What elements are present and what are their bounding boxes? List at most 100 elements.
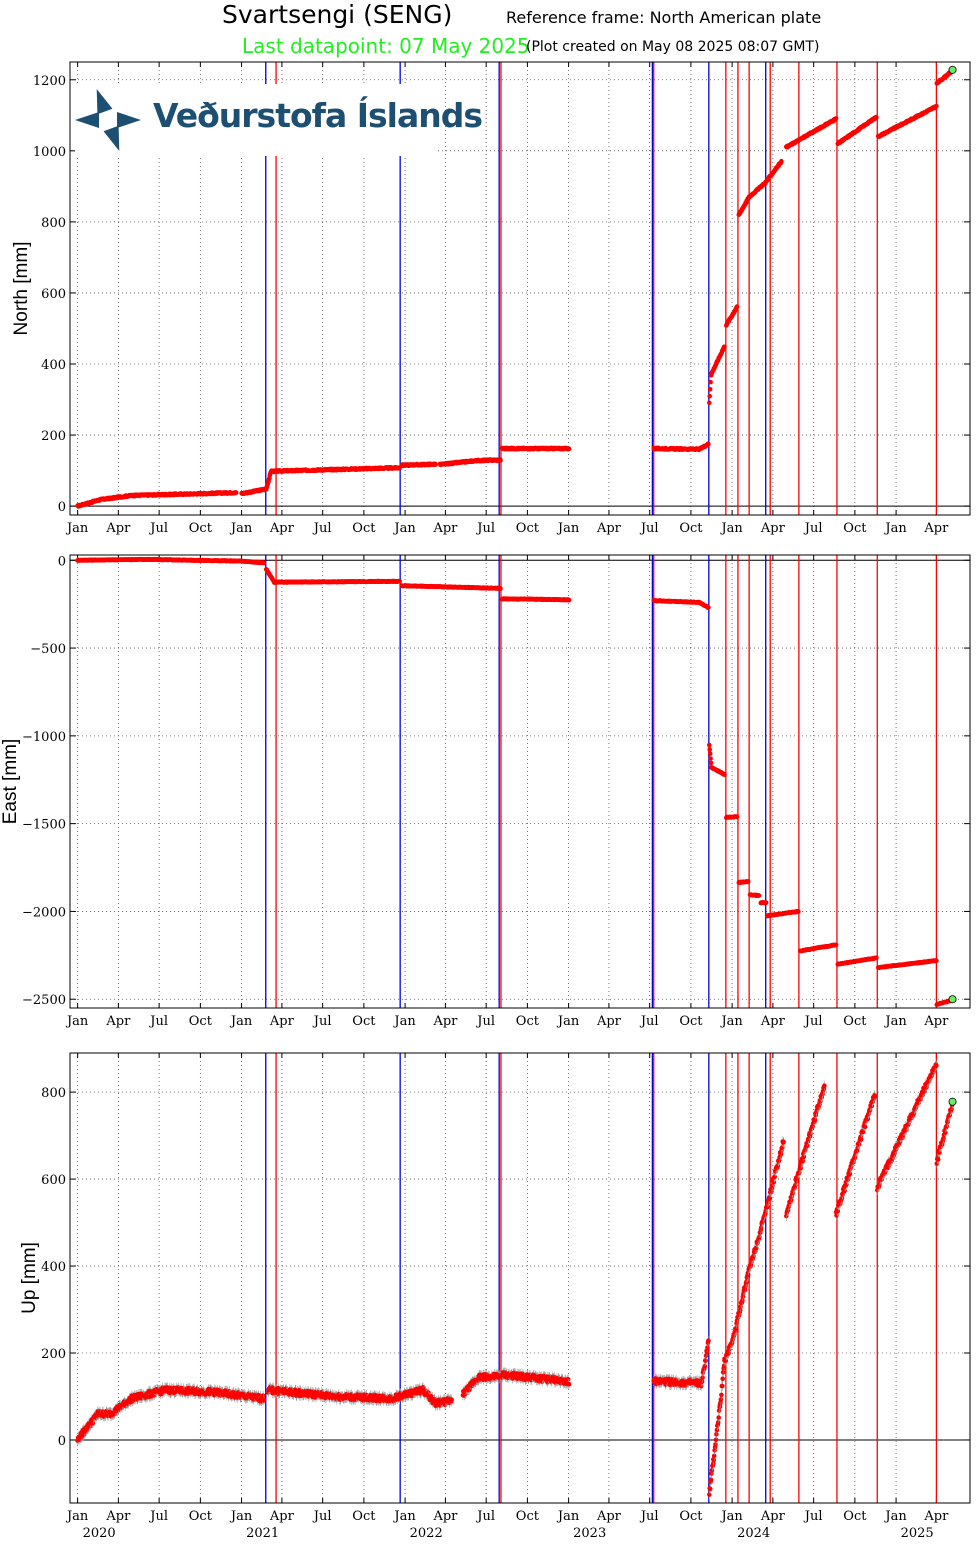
x-tick-label: Jul xyxy=(639,1014,659,1029)
x-tick-label: Apr xyxy=(269,1509,295,1524)
x-tick-label: Jan xyxy=(392,1014,416,1029)
y-tick-label: 800 xyxy=(41,216,66,231)
x-tick-label: Apr xyxy=(269,521,295,536)
y-tick-label: 600 xyxy=(41,287,66,302)
data-point xyxy=(233,490,239,496)
data-point xyxy=(707,751,713,757)
panel-1: Jan Apr Jul Oct Jan Apr Jul Oct Jan Apr Jul Oct Jan A… xyxy=(0,554,971,1029)
x-tick-label: Apr xyxy=(105,521,131,536)
y-tick-label: 800 xyxy=(41,1086,66,1101)
y-tick-label: 0 xyxy=(58,1434,66,1449)
x-tick-label: Jan xyxy=(229,1014,253,1029)
x-tick-label: Jan xyxy=(65,521,89,536)
x-tick-label: Jan xyxy=(392,1509,416,1524)
x-tick-label: Oct xyxy=(352,1014,376,1029)
x-tick-label: Jan xyxy=(883,1509,907,1524)
data-point xyxy=(706,605,711,610)
x-tick-label: Jul xyxy=(475,1509,495,1524)
y-tick-label: 200 xyxy=(41,429,66,444)
x-tick-label: Oct xyxy=(843,1509,867,1524)
x-tick-label: Jul xyxy=(803,1509,823,1524)
y-tick-label: 0 xyxy=(58,554,66,569)
x-tick-label: Jul xyxy=(803,521,823,536)
last-data-point xyxy=(948,995,957,1004)
data-point xyxy=(934,958,939,963)
chart-title: Svartsengi (SENG) xyxy=(222,0,453,29)
data-point xyxy=(566,597,572,603)
series-points-1 xyxy=(75,556,955,1008)
data-point xyxy=(763,900,769,905)
panel-0: Jan Apr Jul Oct Jan Apr Jul Oct Jan Apr Jul Oct Jan A… xyxy=(11,61,971,536)
data-point xyxy=(708,756,713,761)
y-tick-label: −1500 xyxy=(22,818,66,833)
x-tick-label: Jan xyxy=(65,1509,89,1524)
data-point xyxy=(433,462,438,467)
data-point xyxy=(833,942,839,948)
x-tick-label: Apr xyxy=(596,521,622,536)
plot-created: (Plot created on May 08 2025 08:07 GMT) xyxy=(526,39,820,55)
data-point xyxy=(734,304,740,309)
y-tick-label: 400 xyxy=(41,1260,66,1275)
last-data-point xyxy=(948,65,957,74)
y-tick-label: −500 xyxy=(30,642,66,657)
x-tick-label: Jan xyxy=(556,1509,580,1524)
x-tick-label: Apr xyxy=(596,1014,622,1029)
x-tick-label: Oct xyxy=(679,1014,703,1029)
data-point xyxy=(833,116,839,121)
x-tick-label: Apr xyxy=(923,1509,949,1524)
x-tick-label: Oct xyxy=(679,1509,703,1524)
y-tick-label: 1200 xyxy=(33,74,66,89)
data-point xyxy=(498,458,503,463)
plot-frame xyxy=(69,61,971,516)
x-tick-label: Jan xyxy=(556,521,580,536)
data-point xyxy=(566,446,572,452)
x-tick-label: Jul xyxy=(148,521,168,536)
x-tick-label: Oct xyxy=(189,1014,213,1029)
x-tick-label: Jul xyxy=(639,521,659,536)
x-tick-label: Oct xyxy=(679,521,703,536)
y-tick-label: 0 xyxy=(58,500,66,515)
x-tick-label: Jul xyxy=(312,1014,332,1029)
x-tick-label: Apr xyxy=(760,1509,786,1524)
x-tick-label: Apr xyxy=(923,1014,949,1029)
x-tick-label: Jan xyxy=(65,1014,89,1029)
x-tick-label: Oct xyxy=(843,1014,867,1029)
x-tick-label: Apr xyxy=(432,1509,458,1524)
data-point xyxy=(745,879,751,884)
data-point xyxy=(796,909,801,914)
x-tick-label: Jan xyxy=(229,1509,253,1524)
x-tick-label: Apr xyxy=(596,1509,622,1524)
y-axis-label: East [mm] xyxy=(0,739,21,825)
x-tick-label: Jan xyxy=(719,521,743,536)
data-point xyxy=(934,103,939,109)
x-tick-label: Jul xyxy=(475,521,495,536)
data-point xyxy=(722,772,727,777)
data-point xyxy=(707,400,712,406)
data-point xyxy=(498,586,503,591)
x-tick-label: Jul xyxy=(312,1509,332,1524)
data-point xyxy=(708,379,713,385)
x-tick-label: Oct xyxy=(189,1509,213,1524)
x-tick-label: Apr xyxy=(105,1014,131,1029)
x-tick-label: Jan xyxy=(883,1014,907,1029)
data-point xyxy=(261,560,267,566)
x-tick-label: Apr xyxy=(432,521,458,536)
data-point xyxy=(707,747,712,752)
data-point xyxy=(779,158,784,164)
x-tick-label: Oct xyxy=(516,521,540,536)
x-tick-label: Jul xyxy=(312,521,332,536)
last-datapoint: Last datapoint: 07 May 2025 xyxy=(242,34,530,58)
y-tick-label: 1000 xyxy=(33,145,66,160)
x-tick-label: Oct xyxy=(516,1014,540,1029)
series-points-0 xyxy=(75,68,955,509)
x-tick-label: Oct xyxy=(516,1509,540,1524)
x-tick-label: Jan xyxy=(556,1014,580,1029)
y-tick-label: −2500 xyxy=(22,993,66,1008)
plot-frame xyxy=(69,554,971,1009)
y-tick-label: −1000 xyxy=(22,730,66,745)
x-tick-label: Oct xyxy=(843,521,867,536)
x-tick-label: Jul xyxy=(639,1509,659,1524)
data-point xyxy=(734,814,740,820)
x-tick-label: Apr xyxy=(760,1014,786,1029)
x-tick-label: Oct xyxy=(189,521,213,536)
